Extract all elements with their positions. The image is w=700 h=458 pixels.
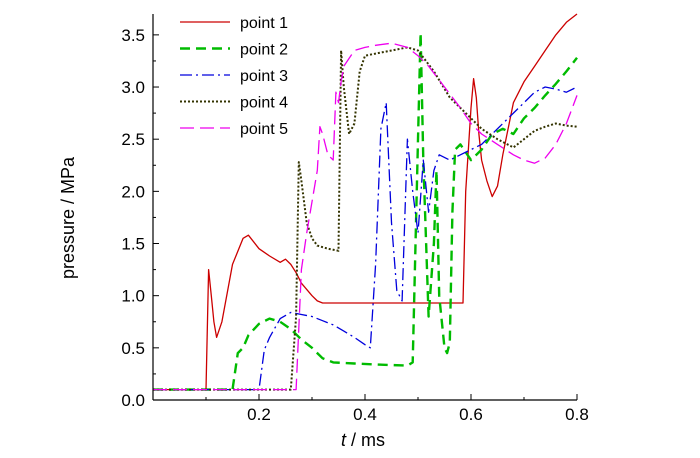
legend-label: point 5 [240, 121, 288, 138]
legend-label: point 1 [240, 15, 288, 32]
y-tick-label: 2.5 [121, 130, 145, 149]
y-tick-label: 3.0 [121, 78, 145, 97]
y-axis-label: pressure / MPa [58, 156, 78, 279]
ticks: 0.0 0.5 1.0 1.5 2.0 2.5 3.0 3.5 0.2 0.4 0.6 0.8 [121, 26, 588, 424]
x-tick-label: 0.4 [353, 405, 377, 424]
series-line-3 [153, 86, 578, 391]
series-line-4 [153, 46, 578, 391]
legend-label: point 3 [240, 68, 288, 85]
legend-label: point 4 [240, 95, 288, 112]
legend-label: point 2 [240, 42, 288, 59]
series-line-5 [153, 42, 578, 391]
y-tick-label: 3.5 [121, 26, 145, 45]
y-tick-label: 2.0 [121, 182, 145, 201]
y-tick-label: 1.5 [121, 235, 145, 254]
series-line-1 [153, 13, 578, 391]
y-tick-label: 0.5 [121, 339, 145, 358]
x-tick-label: 0.8 [565, 405, 589, 424]
x-tick-label: 0.6 [459, 405, 483, 424]
y-tick-label: 0.0 [121, 391, 145, 410]
x-axis-label: t / ms [341, 430, 385, 450]
plot-area [153, 13, 578, 391]
series-line-2 [153, 31, 578, 391]
x-tick-label: 0.2 [247, 405, 271, 424]
legend: point 1 point 2 point 3 point 4 point 5 [180, 15, 288, 138]
axes [152, 14, 577, 401]
y-tick-label: 1.0 [121, 287, 145, 306]
